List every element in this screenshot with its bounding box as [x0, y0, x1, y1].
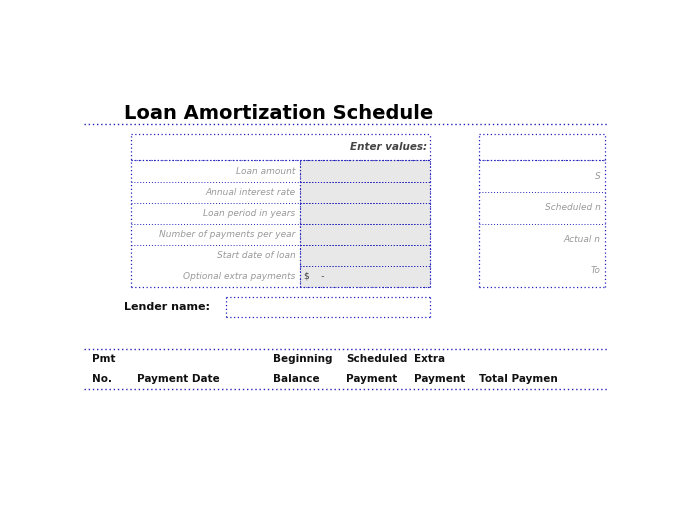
Text: Balance: Balance [273, 374, 319, 384]
Text: Loan Amortization Schedule: Loan Amortization Schedule [124, 105, 433, 123]
Text: Scheduled n: Scheduled n [545, 203, 601, 212]
Text: Actual n: Actual n [564, 235, 601, 244]
Text: Payment Date: Payment Date [136, 374, 219, 384]
Text: Number of payments per year: Number of payments per year [159, 229, 296, 239]
Bar [300, 202, 429, 224]
Text: Beginning: Beginning [273, 354, 332, 363]
Bar [300, 244, 429, 266]
Text: Payment: Payment [414, 374, 465, 384]
Text: Optional extra payments: Optional extra payments [184, 271, 296, 281]
Text: Loan amount: Loan amount [236, 166, 296, 176]
Text: Loan period in years: Loan period in years [203, 209, 296, 217]
Text: Scheduled: Scheduled [346, 354, 407, 363]
Text: No.: No. [92, 374, 112, 384]
Bar [300, 224, 429, 244]
Text: Pmt: Pmt [92, 354, 115, 363]
Text: S: S [595, 172, 601, 181]
Text: Lender name:: Lender name: [124, 302, 210, 312]
Text: Start date of loan: Start date of loan [217, 251, 296, 259]
Bar [300, 266, 429, 287]
Text: Annual interest rate: Annual interest rate [206, 188, 296, 197]
Text: Total Paymen: Total Paymen [479, 374, 558, 384]
Text: $    -: $ - [304, 271, 325, 281]
Bar [300, 181, 429, 202]
Bar [300, 161, 429, 181]
Text: Enter values:: Enter values: [350, 142, 427, 152]
Text: Payment: Payment [346, 374, 397, 384]
Text: Extra: Extra [414, 354, 445, 363]
Text: To: To [591, 266, 601, 276]
